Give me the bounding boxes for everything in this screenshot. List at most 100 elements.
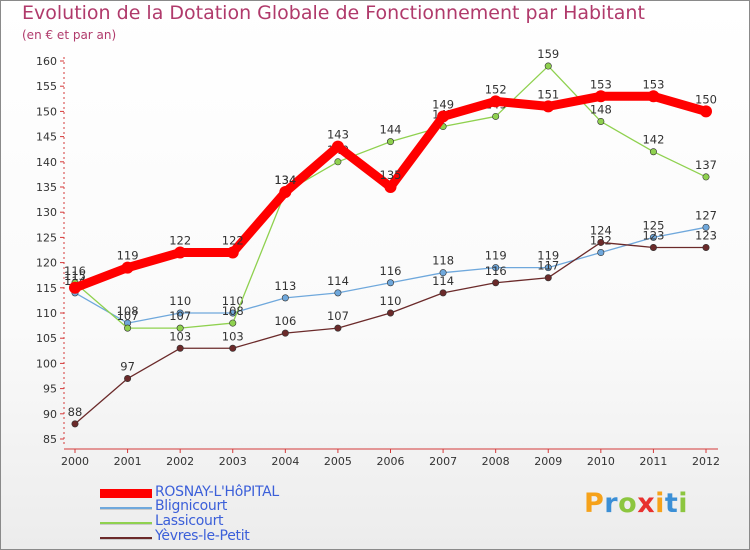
data-label: 123 bbox=[695, 228, 717, 242]
data-label: 103 bbox=[169, 329, 191, 343]
chart-subtitle: (en € et par an) bbox=[22, 28, 117, 42]
legend-label: Blignicourt bbox=[155, 498, 228, 514]
y-tick-label: 100 bbox=[36, 357, 57, 370]
data-label: 115 bbox=[64, 269, 86, 283]
legend-label: Lassicourt bbox=[155, 513, 224, 529]
data-point bbox=[334, 158, 342, 166]
data-label: 108 bbox=[222, 304, 244, 318]
data-label: 107 bbox=[169, 309, 191, 323]
data-point bbox=[700, 105, 712, 118]
y-tick-label: 150 bbox=[36, 105, 57, 118]
data-point bbox=[544, 274, 552, 282]
x-tick-label: 2005 bbox=[324, 455, 352, 468]
data-point bbox=[542, 100, 555, 113]
y-tick-label: 110 bbox=[36, 307, 57, 320]
y-tick-label: 115 bbox=[36, 282, 57, 295]
data-label: 107 bbox=[327, 309, 349, 323]
chart-title: Evolution de la Dotation Globale de Fonc… bbox=[22, 2, 645, 24]
data-label: 144 bbox=[380, 123, 402, 137]
data-point bbox=[124, 375, 132, 383]
data-point bbox=[71, 420, 79, 428]
x-tick-label: 2004 bbox=[271, 455, 299, 468]
data-point bbox=[594, 90, 607, 103]
data-point bbox=[384, 181, 397, 193]
legend-swatch bbox=[100, 489, 152, 498]
data-label: 143 bbox=[327, 128, 349, 142]
data-label: 118 bbox=[432, 254, 454, 268]
data-point bbox=[649, 148, 657, 156]
data-point bbox=[279, 186, 292, 199]
data-label: 116 bbox=[64, 264, 86, 278]
proxiti-logo: Proxiti bbox=[584, 488, 688, 519]
data-point bbox=[492, 112, 500, 120]
x-tick-label: 2010 bbox=[587, 455, 615, 468]
data-label: 119 bbox=[117, 249, 139, 263]
x-tick-label: 2009 bbox=[534, 455, 562, 468]
legend-swatch bbox=[100, 537, 152, 539]
logo-letter: t bbox=[664, 488, 679, 519]
data-point bbox=[437, 110, 450, 123]
legend-swatch bbox=[100, 522, 152, 524]
y-tick-label: 125 bbox=[36, 231, 57, 244]
data-label: 151 bbox=[537, 87, 559, 101]
data-point bbox=[334, 289, 342, 297]
x-tick-label: 2007 bbox=[429, 455, 457, 468]
data-point bbox=[176, 324, 184, 332]
data-label: 110 bbox=[169, 294, 191, 308]
data-label: 153 bbox=[642, 77, 664, 91]
y-tick-label: 130 bbox=[36, 206, 57, 219]
y-tick-label: 85 bbox=[43, 433, 57, 446]
y-tick-label: 135 bbox=[36, 181, 57, 194]
logo-letter: i bbox=[678, 488, 689, 519]
y-tick-label: 120 bbox=[36, 257, 57, 270]
data-point bbox=[649, 243, 657, 251]
x-tick-label: 2012 bbox=[692, 455, 720, 468]
data-point bbox=[121, 261, 134, 274]
x-tick-label: 2001 bbox=[114, 455, 142, 468]
data-point bbox=[597, 238, 605, 246]
data-point bbox=[229, 344, 237, 352]
data-label: 148 bbox=[590, 102, 612, 116]
logo-letter: P bbox=[584, 488, 605, 519]
data-label: 110 bbox=[380, 294, 402, 308]
data-label: 149 bbox=[432, 97, 454, 111]
data-label: 114 bbox=[327, 274, 349, 288]
data-label: 110 bbox=[222, 294, 244, 308]
data-point bbox=[597, 249, 605, 257]
data-point bbox=[334, 324, 342, 332]
x-tick-label: 2006 bbox=[377, 455, 405, 468]
data-point bbox=[702, 223, 710, 231]
data-label: 152 bbox=[485, 82, 507, 96]
data-label: 119 bbox=[485, 249, 507, 263]
data-point bbox=[439, 289, 447, 297]
data-label: 106 bbox=[274, 314, 296, 328]
logo-letter: r bbox=[604, 488, 619, 519]
data-label: 137 bbox=[695, 158, 717, 172]
data-label: 88 bbox=[68, 405, 83, 419]
data-label: 108 bbox=[117, 304, 139, 318]
data-point bbox=[649, 233, 657, 241]
data-point bbox=[702, 243, 710, 251]
y-tick-label: 140 bbox=[36, 156, 57, 169]
y-tick-label: 105 bbox=[36, 332, 57, 345]
data-label: 127 bbox=[695, 208, 717, 222]
data-label: 124 bbox=[590, 223, 612, 237]
data-point bbox=[439, 269, 447, 277]
data-point bbox=[647, 90, 660, 103]
data-point bbox=[331, 140, 344, 153]
data-point bbox=[176, 344, 184, 352]
logo-letter: o bbox=[618, 488, 638, 519]
x-tick-label: 2003 bbox=[219, 455, 247, 468]
data-point bbox=[229, 319, 237, 327]
data-label: 122 bbox=[169, 234, 191, 248]
data-point bbox=[229, 309, 237, 317]
data-point bbox=[69, 281, 81, 294]
y-tick-label: 95 bbox=[43, 383, 57, 396]
data-label: 113 bbox=[274, 279, 296, 293]
data-point bbox=[174, 246, 187, 259]
data-label: 159 bbox=[537, 47, 559, 61]
x-tick-label: 2008 bbox=[482, 455, 510, 468]
data-point bbox=[281, 294, 289, 302]
